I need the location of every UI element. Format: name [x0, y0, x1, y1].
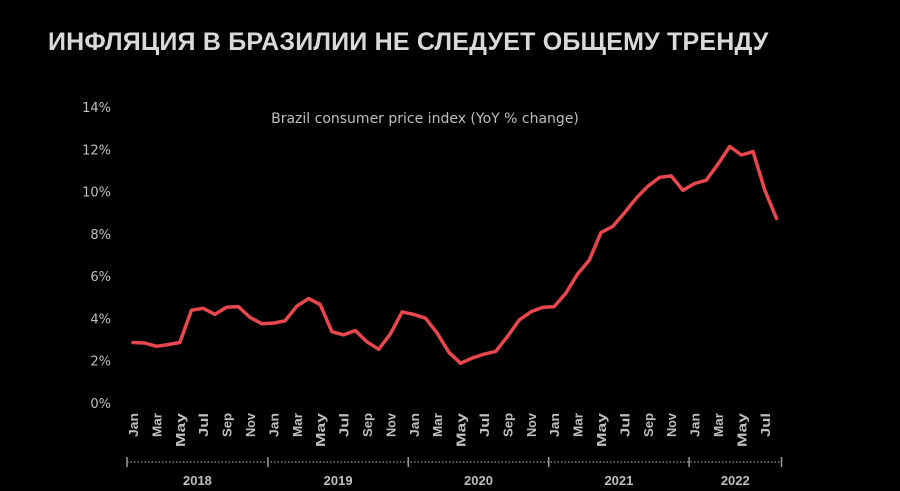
- x-tick-label: Mar: [711, 413, 726, 437]
- x-tick-label: Mar: [149, 413, 164, 437]
- x-tick-label: Jan: [126, 413, 141, 437]
- x-tick-label: Jan: [688, 413, 703, 437]
- y-tick-label: 12%: [82, 143, 111, 158]
- x-tick-label: Mar: [571, 413, 586, 437]
- y-tick-label: 2%: [90, 355, 111, 370]
- x-tick-label: Jul: [196, 413, 211, 437]
- y-tick-label: 8%: [90, 228, 111, 243]
- x-tick-label: May: [173, 412, 188, 447]
- x-tick-label: Jul: [617, 413, 632, 437]
- y-tick-label: 0%: [90, 397, 111, 412]
- year-label: 2021: [604, 473, 633, 488]
- x-tick-label: May: [734, 412, 749, 447]
- cpi-line: [131, 144, 779, 366]
- x-tick-label: Mar: [430, 413, 445, 437]
- x-tick-label: May: [454, 412, 469, 447]
- x-tick-label: Sep: [220, 413, 235, 437]
- y-tick-label: 10%: [82, 186, 111, 201]
- x-tick-label: Jan: [407, 413, 422, 437]
- y-tick-label: 4%: [90, 312, 111, 327]
- x-tick-label: Mar: [290, 413, 305, 437]
- year-label: 2022: [721, 473, 750, 488]
- x-tick-label: May: [594, 412, 609, 447]
- x-tick-label: Sep: [500, 413, 515, 437]
- year-label: 2018: [183, 473, 212, 488]
- x-tick-label: Jan: [547, 413, 562, 437]
- year-label: 2019: [324, 473, 353, 488]
- x-tick-label: Nov: [383, 412, 398, 437]
- x-tick-label: Nov: [664, 412, 679, 437]
- x-tick-label: May: [313, 412, 328, 447]
- chart-title: Brazil consumer price index (YoY % chang…: [271, 111, 579, 127]
- year-label: 2020: [464, 473, 493, 488]
- x-tick-label: Sep: [641, 413, 656, 437]
- x-tick-label: Jul: [337, 413, 352, 437]
- x-tick-label: Nov: [524, 412, 539, 437]
- x-tick-label: Jan: [266, 413, 281, 437]
- x-tick-label: Jul: [477, 413, 492, 437]
- x-tick-label: Nov: [243, 412, 258, 437]
- x-tick-label: Sep: [360, 413, 375, 437]
- x-tick-label: Jul: [758, 413, 773, 437]
- y-tick-label: 6%: [90, 270, 111, 285]
- y-tick-label: 14%: [82, 101, 111, 116]
- page-title: ИНФЛЯЦИЯ В БРАЗИЛИИ НЕ СЛЕДУЕТ ОБЩЕМУ ТР…: [48, 28, 769, 56]
